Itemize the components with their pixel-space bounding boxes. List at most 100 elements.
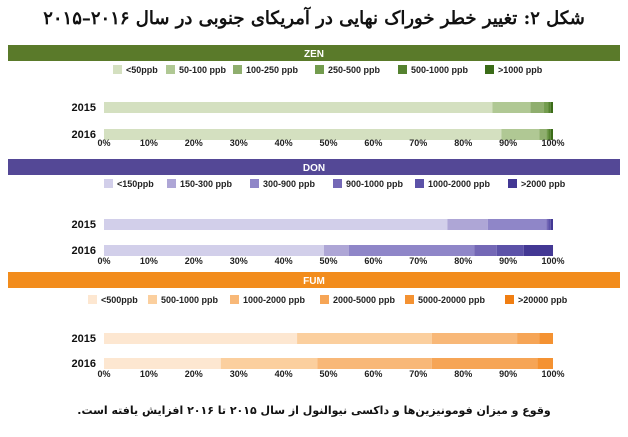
chart-2-bar-2015-segment-1: [297, 333, 432, 344]
chart-1-bar-2016-segment-3: [474, 245, 497, 256]
chart-2-xtick-label-4: 40%: [275, 369, 293, 379]
chart-1-bar-2015-segment-4: [548, 219, 551, 230]
chart-0-bar-2015-segment-4: [548, 102, 551, 113]
chart-1-legend-swatch-2: [250, 179, 259, 188]
chart-1-xtick-label-3: 30%: [230, 256, 248, 266]
chart-1-xtick-label-10: 100%: [541, 256, 564, 266]
chart-2-xtick-label-10: 100%: [541, 369, 564, 379]
chart-1-legend-label-4: 1000-2000 ppb: [428, 179, 491, 189]
chart-0-legend-swatch-0: [113, 65, 122, 74]
chart-0-legend-label-0: <50ppb: [126, 65, 158, 75]
chart-2-bar-2015-segment-0: [104, 333, 298, 344]
chart-2-legend-swatch-2: [230, 295, 239, 304]
chart-0-xtick-label-10: 100%: [541, 138, 564, 148]
chart-0-bar-2016-segment-5: [550, 129, 553, 140]
chart-0-xtick-label-5: 50%: [319, 138, 337, 148]
chart-1-bar-2015-segment-2: [487, 219, 547, 230]
chart-2-legend-swatch-4: [405, 295, 414, 304]
chart-1-xtick-label-7: 70%: [409, 256, 427, 266]
chart-2-legend-swatch-0: [88, 295, 97, 304]
chart-0-xtick-label-7: 70%: [409, 138, 427, 148]
chart-2-legend-swatch-3: [320, 295, 329, 304]
chart-0-bar-2016-segment-4: [548, 129, 551, 140]
chart-2-legend-label-4: 5000-20000 ppb: [418, 295, 486, 305]
chart-1-xtick-label-2: 20%: [185, 256, 203, 266]
chart-1-category-label-0: 2015: [72, 219, 96, 231]
chart-0-bar-2015-segment-5: [550, 102, 553, 113]
chart-0-xtick-label-2: 20%: [185, 138, 203, 148]
chart-2-category-label-0: 2015: [72, 333, 96, 345]
chart-0-xtick-label-8: 80%: [454, 138, 472, 148]
chart-0-legend-label-2: 100-250 ppb: [246, 65, 299, 75]
chart-0-category-label-0: 2015: [72, 102, 96, 114]
chart-1-header-band: [8, 159, 620, 175]
chart-0-legend-swatch-2: [233, 65, 242, 74]
chart-0-legend-swatch-4: [398, 65, 407, 74]
chart-2-xtick-label-5: 50%: [319, 369, 337, 379]
chart-0-legend-swatch-1: [166, 65, 175, 74]
chart-2-xtick-label-0: 0%: [97, 369, 110, 379]
chart-0-legend-label-4: 500-1000 ppb: [411, 65, 469, 75]
chart-0-legend-label-3: 250-500 ppb: [328, 65, 381, 75]
chart-0-bar-2015-segment-2: [530, 102, 545, 113]
chart-0-bar-2015-segment-0: [104, 102, 493, 113]
chart-1-bar-2015-segment-3: [546, 219, 549, 230]
chart-0-bar-2016-segment-1: [501, 129, 540, 140]
chart-2-legend-label-5: >20000 ppb: [518, 295, 568, 305]
chart-0-xtick-label-1: 10%: [140, 138, 158, 148]
chart-0-legend-label-5: >1000 ppb: [498, 65, 543, 75]
chart-2-category-label-1: 2016: [72, 358, 96, 370]
chart-1-bar-2016-segment-0: [104, 245, 325, 256]
chart-1-xtick-label-8: 80%: [454, 256, 472, 266]
chart-title: شکل ۲: تغییر خطر خوراک نهایی در آمریکای …: [43, 8, 585, 29]
chart-1-header-title: DON: [303, 163, 325, 174]
chart-1-legend-label-3: 900-1000 ppb: [346, 179, 404, 189]
chart-2-bar-2016-segment-4: [537, 358, 553, 369]
chart-1-bar-2016-segment-4: [496, 245, 524, 256]
chart-1-bar-2015-segment-5: [550, 219, 553, 230]
chart-0-bar-2016-segment-0: [104, 129, 502, 140]
chart-2-legend-label-0: <500ppb: [101, 295, 138, 305]
chart-1-legend-swatch-0: [104, 179, 113, 188]
chart-1-category-label-1: 2016: [72, 245, 96, 257]
chart-1-legend-swatch-4: [415, 179, 424, 188]
chart-2-bar-2016-segment-2: [317, 358, 432, 369]
chart-1-bar-2015-segment-1: [447, 219, 488, 230]
chart-1-legend-label-2: 300-900 ppb: [263, 179, 316, 189]
chart-0-xtick-label-6: 60%: [364, 138, 382, 148]
chart-2-xtick-label-6: 60%: [364, 369, 382, 379]
chart-1-legend-swatch-1: [167, 179, 176, 188]
chart-2-header-band: [8, 272, 620, 288]
chart-2-header-title: FUM: [303, 276, 325, 287]
chart-2-legend-swatch-5: [505, 295, 514, 304]
chart-1-xtick-label-4: 40%: [275, 256, 293, 266]
chart-1-bar-2015-segment-0: [104, 219, 448, 230]
chart-2-xtick-label-7: 70%: [409, 369, 427, 379]
chart-2-xtick-label-1: 10%: [140, 369, 158, 379]
chart-0-legend-swatch-3: [315, 65, 324, 74]
chart-2-legend-swatch-1: [148, 295, 157, 304]
chart-1-bar-2016-segment-1: [324, 245, 349, 256]
chart-0-xtick-label-0: 0%: [97, 138, 110, 148]
chart-1-xtick-label-1: 10%: [140, 256, 158, 266]
chart-0-legend-swatch-5: [485, 65, 494, 74]
chart-1-xtick-label-5: 50%: [319, 256, 337, 266]
chart-0-bar-2015-segment-1: [492, 102, 531, 113]
chart-2-bar-2015-segment-2: [431, 333, 518, 344]
chart-2-legend-label-1: 500-1000 ppb: [161, 295, 219, 305]
chart-2-bar-2016-segment-1: [220, 358, 318, 369]
chart-1-bar-2016-segment-5: [523, 245, 554, 256]
chart-0-legend-label-1: 50-100 ppb: [179, 65, 227, 75]
chart-2-legend-label-2: 1000-2000 ppb: [243, 295, 306, 305]
chart-0-bar-2015-segment-3: [544, 102, 549, 113]
chart-1-legend-label-0: <150ppb: [117, 179, 154, 189]
chart-1-xtick-label-9: 90%: [499, 256, 517, 266]
chart-2-bar-2016-segment-0: [104, 358, 221, 369]
chart-2-bar-2016-segment-3: [431, 358, 538, 369]
footnote: وقوع و میزان فومونیزین‌ها و داکسی نیوالن…: [77, 404, 551, 417]
chart-2-xtick-label-2: 20%: [185, 369, 203, 379]
chart-2-xtick-label-9: 90%: [499, 369, 517, 379]
chart-1-xtick-label-6: 60%: [364, 256, 382, 266]
chart-1-bar-2016-segment-2: [348, 245, 475, 256]
